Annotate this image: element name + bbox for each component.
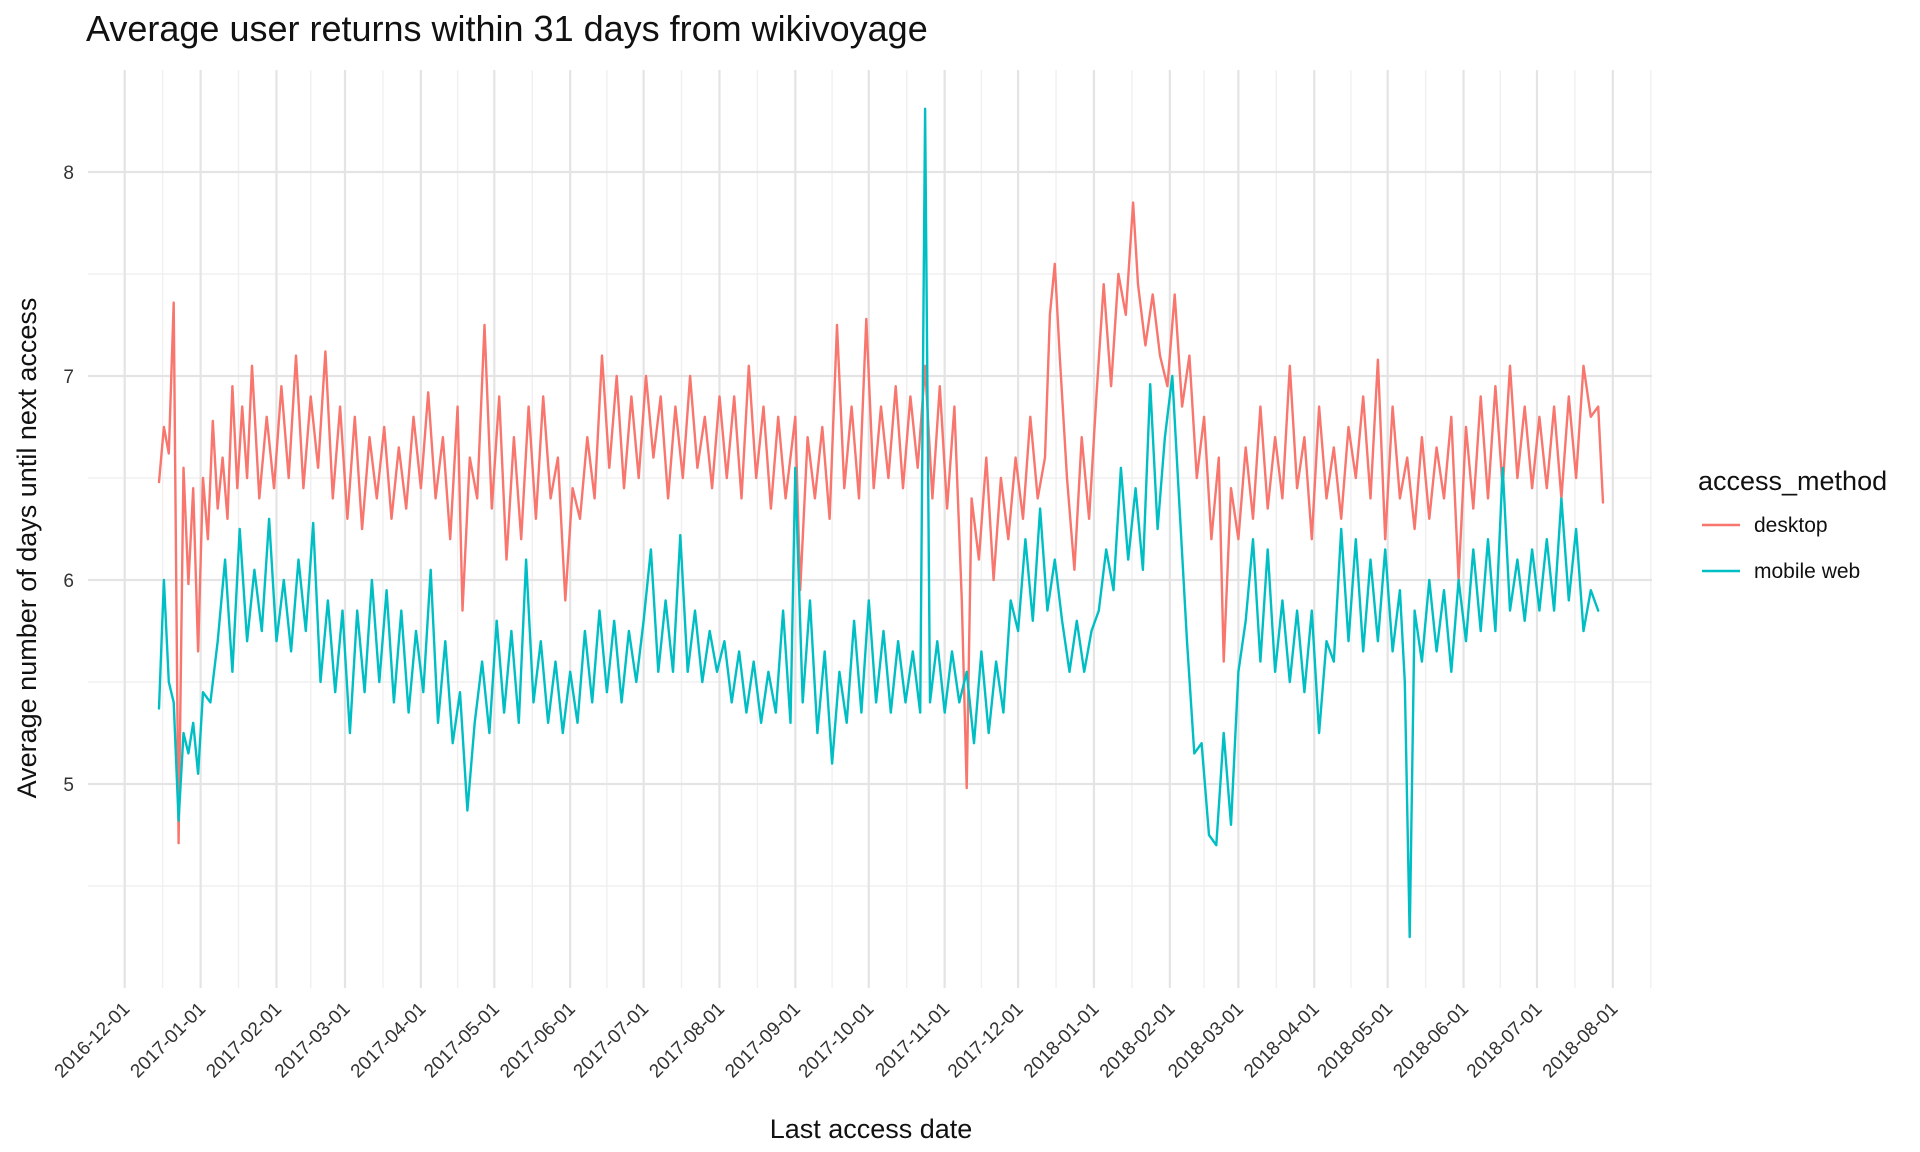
x-tick-label: 2017-09-01 (721, 999, 805, 1083)
x-axis-title: Last access date (770, 1114, 973, 1144)
legend-title: access_method (1698, 466, 1887, 496)
x-tick-label: 2018-07-01 (1463, 999, 1547, 1083)
series-layer (157, 107, 1605, 939)
y-axis-title: Average number of days until next access (12, 298, 42, 799)
x-tick-label: 2017-04-01 (347, 999, 431, 1083)
x-tick-label: 2018-01-01 (1020, 999, 1104, 1083)
x-tick-label: 2017-07-01 (570, 999, 654, 1083)
x-tick-label: 2017-11-01 (872, 999, 955, 1082)
legend-label-desktop: desktop (1754, 514, 1828, 537)
x-tick-label: 2017-12-01 (944, 999, 1028, 1083)
x-tick-label: 2017-06-01 (496, 999, 580, 1083)
x-tick-label: 2016-12-01 (51, 999, 135, 1083)
x-tick-label: 2017-08-01 (645, 999, 729, 1083)
y-axis-ticks: 5 6 7 8 (63, 163, 74, 796)
legend: access_method desktop mobile web (1698, 466, 1887, 583)
major-x-gridlines (123, 70, 1614, 988)
x-tick-label: 2017-05-01 (420, 999, 504, 1083)
y-tick-label: 5 (63, 775, 74, 796)
legend-items: desktop mobile web (1702, 514, 1860, 583)
x-tick-label: 2018-08-01 (1539, 999, 1623, 1083)
x-tick-label: 2017-10-01 (795, 999, 879, 1083)
y-tick-label: 8 (63, 163, 74, 184)
legend-label-mobile-web: mobile web (1754, 560, 1860, 583)
y-tick-label: 7 (63, 367, 74, 388)
major-y-gridlines (88, 170, 1652, 786)
x-tick-label: 2017-01-01 (127, 999, 211, 1083)
minor-x-gridlines (88, 70, 1652, 988)
x-tick-label: 2018-05-01 (1314, 999, 1398, 1083)
x-axis-ticks: 2016-12-012017-01-012017-02-012017-03-01… (51, 999, 1623, 1083)
series-line-mobile-web (157, 107, 1600, 939)
x-tick-label: 2018-06-01 (1389, 999, 1473, 1083)
minor-y-gridlines (88, 273, 1652, 887)
plot-background (88, 70, 1652, 988)
y-tick-label: 6 (63, 571, 74, 592)
chart-title: Average user returns within 31 days from… (86, 8, 928, 49)
x-tick-label: 2018-04-01 (1240, 999, 1324, 1083)
series-line-desktop (157, 201, 1605, 845)
